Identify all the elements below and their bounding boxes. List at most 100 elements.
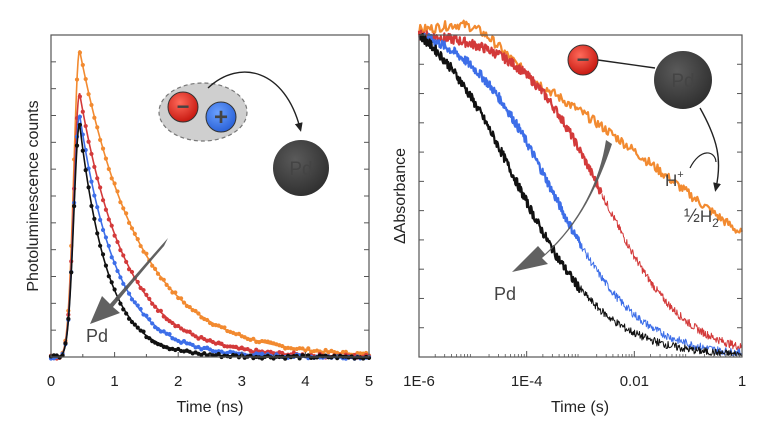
left-red-point [83,123,88,129]
right-ticks: 1E-6 1E-4 0.01 1 [403,34,746,390]
left-blue-point [95,205,100,210]
left-blue-point [126,291,132,296]
right-x-tick-label: 0.01 [620,373,649,390]
left-red-point [193,334,198,339]
left-red-point [95,176,100,181]
left-black-point [86,185,91,190]
left-black-point [66,316,71,321]
left-orange-point [109,176,114,181]
left-blue-point [150,321,155,326]
left-red-point [106,217,111,222]
left-blue-point [89,179,94,184]
left-orange-point [95,125,100,130]
hole-sign: + [214,104,228,131]
left-black-point [118,301,123,306]
left-black-point [103,263,109,268]
left-blue-point [106,243,111,249]
left-red-point [92,164,97,169]
left-orange-point [152,266,158,271]
left-black-point [98,243,103,248]
left-orange-point [150,263,155,268]
left-blue-point [190,342,195,348]
left-red-point [176,323,181,329]
left-red-point [187,329,192,334]
left-blue-point [112,260,117,266]
left-blue-point [77,114,83,119]
left-red-point [100,198,106,203]
left-black-point [74,143,80,148]
right-chart: 1E-6 1E-4 0.01 1 Time (s) ΔAbsorbance Pd − … [392,19,746,416]
left-x-tick-label: 5 [365,373,373,390]
left-black-point [141,329,146,334]
left-trend-arrow [90,238,168,324]
left-black-point [132,322,137,327]
left-black-point [121,307,126,312]
left-orange-point [205,317,210,323]
left-orange-point [132,231,137,236]
left-blue-point [103,235,109,240]
left-y-axis-title: Photoluminescence counts [25,100,42,291]
left-black-point [80,148,85,153]
left-orange-point [144,251,149,256]
hole-icon [205,101,237,133]
left-blue-point [138,306,143,312]
left-orange-point [121,206,126,211]
left-orange-point [251,336,256,341]
left-x-tick-label: 0 [47,373,55,390]
right-pd-label: Pd [671,71,694,92]
right-h2-arrow [699,107,721,192]
left-red-point [80,109,85,114]
left-red-point [280,350,285,356]
left-orange-point [300,346,305,351]
right-transfer-line [597,59,656,69]
left-black-point [135,325,140,330]
half-h2-label: ½H2 [684,206,719,230]
left-orange-point [112,181,117,186]
left-arrow-label: Pd [86,326,108,346]
left-black-point [109,280,114,285]
left-red-point [147,296,152,301]
right-series-black-thin-line [580,285,743,356]
right-x-tick-label: 1E-4 [511,373,543,390]
left-blue-point [181,339,187,344]
left-orange-point [83,76,88,82]
left-red-point [161,314,166,319]
right-series-red-thin-line [601,193,743,350]
h-plus-label: H+ [665,169,684,190]
left-blue-point [109,255,114,260]
left-blue-point [100,227,106,233]
left-black-point [124,311,129,316]
left-black-point [69,270,74,275]
left-red-point [126,267,132,272]
left-orange-point [86,92,91,97]
left-orange-point [80,62,85,68]
left-red-point [86,139,91,144]
left-orange-point [167,286,172,291]
left-blue-point [155,327,161,332]
left-red-point [219,341,224,346]
left-black-point [216,351,221,357]
left-orange-point [181,300,187,305]
left-blue-point [92,193,97,198]
left-black-point [95,231,100,236]
left-orange-point [306,346,311,351]
right-series-black-line [418,33,582,294]
left-red-point [138,285,143,291]
left-x-tick-label: 3 [238,373,246,390]
left-black-point [126,316,132,321]
left-red-point [121,253,126,258]
left-red-point [129,269,135,275]
right-y-axis-title: ΔAbsorbance [392,148,409,244]
left-red-point [150,301,155,306]
left-black-point [158,342,163,347]
left-orange-point [196,311,201,316]
left-blue-point [118,275,123,280]
left-transfer-arrow [207,71,303,132]
left-orange-point [103,156,109,161]
left-pd-label: Pd [289,159,312,180]
left-red-point [89,151,94,157]
left-red-point [158,308,163,313]
left-orange-point [155,271,161,276]
right-pd-icon [654,51,712,109]
electron-sign: − [177,94,190,119]
